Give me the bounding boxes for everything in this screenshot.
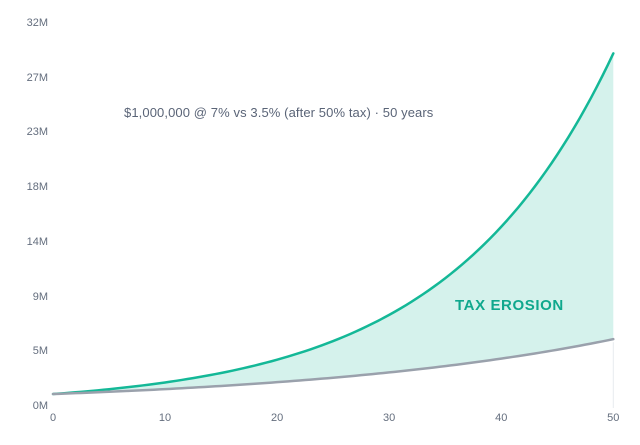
y-tick-label: 32M bbox=[26, 17, 48, 29]
y-tick-label: 5M bbox=[32, 345, 48, 358]
after-tax-line-3-5pct bbox=[51, 337, 615, 396]
y-tick-label: 18M bbox=[26, 181, 48, 194]
tax-erosion-area bbox=[53, 53, 614, 395]
x-tick-label: 50 bbox=[607, 412, 620, 424]
growth-line-7pct bbox=[51, 52, 615, 396]
y-tick-label: 9M bbox=[32, 290, 48, 303]
x-tick-label: 10 bbox=[158, 412, 172, 424]
y-tick-label: 23M bbox=[26, 126, 48, 139]
y-tick-label: 14M bbox=[26, 235, 48, 248]
chart-title: $1,000,000 @ 7% vs 3.5% (after 50% tax) … bbox=[124, 105, 434, 120]
x-tick-label: 20 bbox=[270, 412, 284, 424]
y-tick-label: 27M bbox=[26, 71, 48, 84]
x-tick-label: 40 bbox=[495, 412, 508, 424]
y-tick-label: 0M bbox=[32, 400, 48, 412]
x-tick-label: 0 bbox=[49, 412, 57, 424]
x-tick-label: 30 bbox=[383, 412, 396, 424]
tax-erosion-label: TAX EROSION bbox=[455, 297, 564, 314]
